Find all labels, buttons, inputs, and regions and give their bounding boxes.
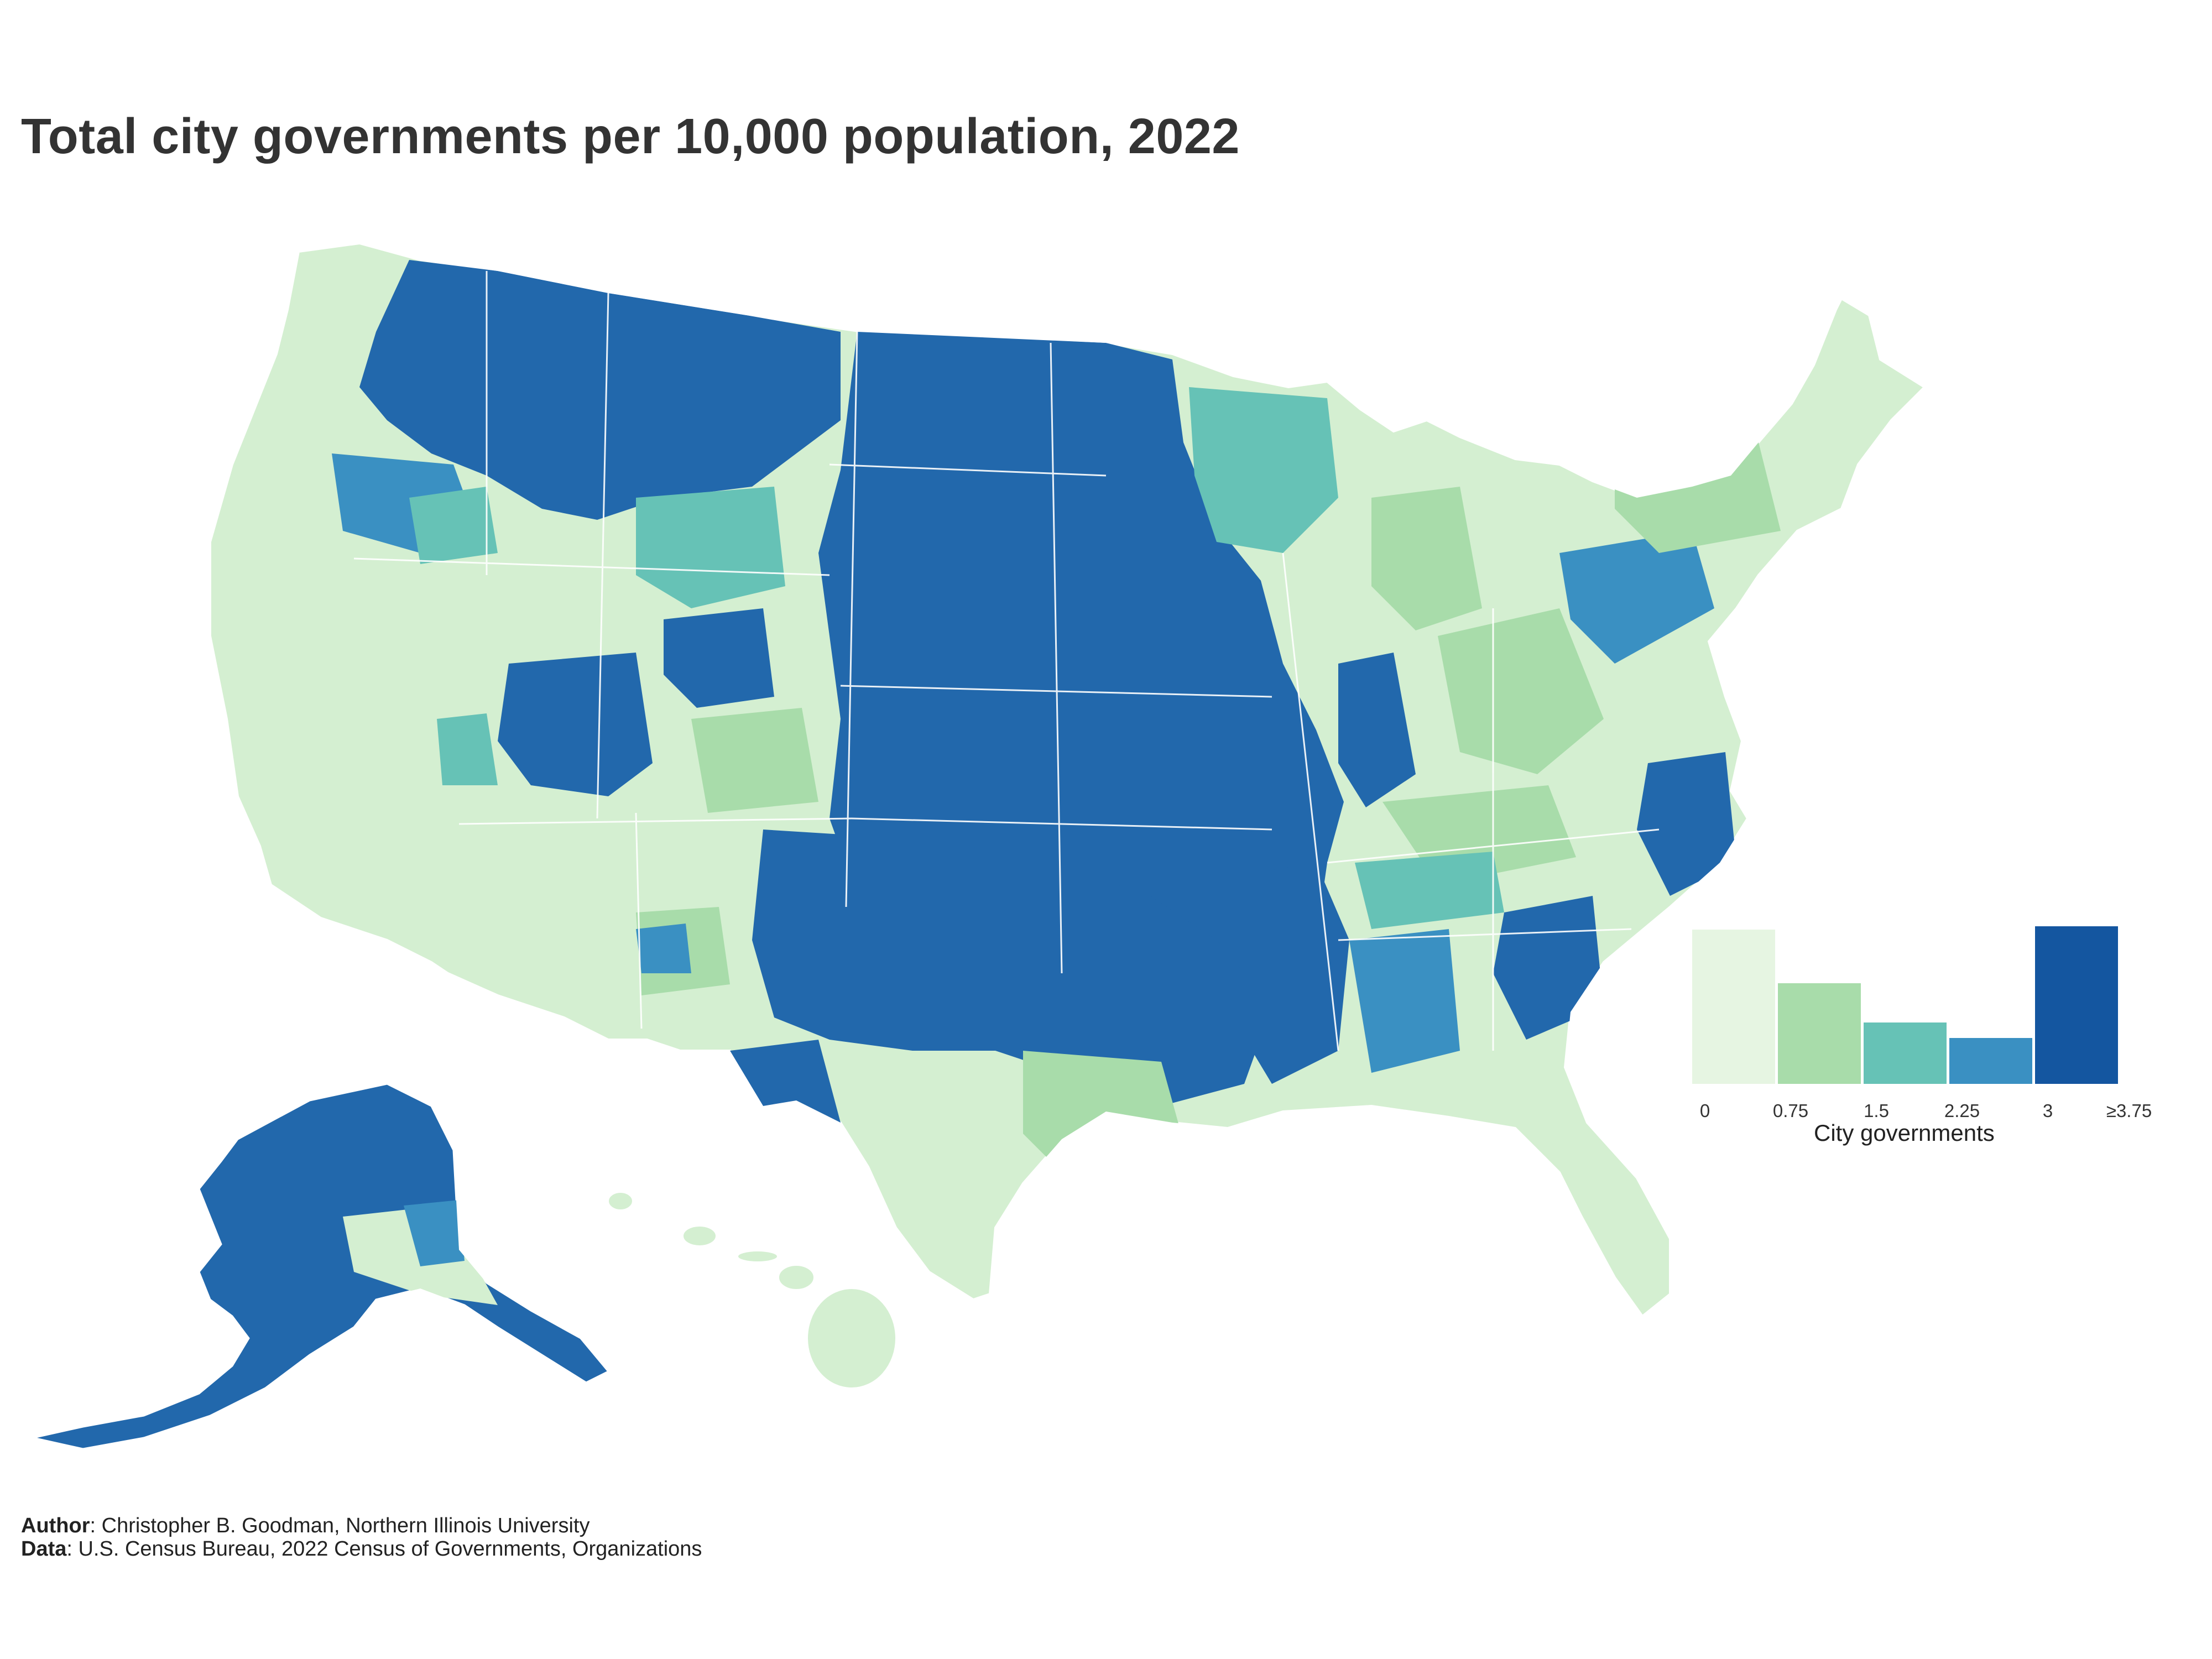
hawaii-kauai: [608, 1192, 633, 1211]
state-borders: [353, 271, 1660, 1051]
region-wyoming-mid: [636, 487, 785, 608]
hawaii-big-island: [807, 1288, 896, 1389]
region-indiana: [1338, 653, 1416, 807]
hawaii-oahu: [682, 1225, 717, 1246]
region-penn-blue: [1559, 531, 1714, 664]
legend-bar-1: [1778, 983, 1861, 1084]
legend: 0 0.75 1.5 2.25 3 ≥3.75 City governments: [1692, 912, 2162, 1156]
alaska-blue-region: [404, 1200, 465, 1266]
legend-bar-4: [2035, 926, 2118, 1084]
hawaii: [608, 1192, 896, 1389]
data-line: Data: U.S. Census Bureau, 2022 Census of…: [21, 1537, 702, 1561]
legend-tick-5: ≥3.75: [2106, 1100, 2152, 1121]
footer: Author: Christopher B. Goodman, Northern…: [21, 1514, 702, 1561]
page-title: Total city governments per 10,000 popula…: [21, 109, 1240, 164]
region-oklahoma: [752, 830, 1272, 1106]
region-michigan-mix: [1371, 487, 1482, 630]
legend-histogram: [1692, 912, 2162, 1084]
region-tennessee-teal: [1355, 852, 1504, 929]
legend-bar-2: [1864, 1022, 1947, 1084]
author-line: Author: Christopher B. Goodman, Northern…: [21, 1514, 702, 1537]
region-mississippi: [1239, 863, 1349, 1084]
data-label: Data: [21, 1537, 67, 1561]
legend-title: City governments: [1814, 1120, 1995, 1146]
region-ohio-mix: [1438, 608, 1604, 774]
author-label: Author: [21, 1514, 90, 1537]
region-alabama-blue: [1349, 929, 1460, 1073]
legend-tick-2: 1.5: [1864, 1100, 1889, 1121]
region-northwest-dark: [359, 260, 841, 520]
legend-tick-0: 0: [1699, 1100, 1710, 1121]
region-colorado-mid: [691, 708, 818, 813]
region-nevada-teal: [437, 713, 498, 785]
hawaii-molokai: [737, 1250, 778, 1262]
region-utah: [498, 653, 653, 796]
region-nebraska-west: [664, 608, 774, 708]
legend-tick-1: 0.75: [1772, 1100, 1809, 1121]
region-arizona-teal: [636, 924, 691, 973]
legend-tick-3: 2.25: [1944, 1100, 1980, 1121]
alaska: [33, 1083, 610, 1450]
region-carolina-dark: [1637, 752, 1736, 896]
region-wisconsin-mix: [1189, 387, 1338, 553]
legend-bar-3: [1949, 1038, 2032, 1084]
conus-regions: [332, 260, 1781, 1189]
region-idaho-teal: [409, 487, 498, 564]
data-text: : U.S. Census Bureau, 2022 Census of Gov…: [66, 1537, 702, 1561]
hawaii-maui: [778, 1265, 815, 1290]
legend-bar-0: [1692, 930, 1775, 1084]
author-text: : Christopher B. Goodman, Northern Illin…: [90, 1514, 590, 1537]
legend-tick-4: 3: [2042, 1100, 2053, 1121]
